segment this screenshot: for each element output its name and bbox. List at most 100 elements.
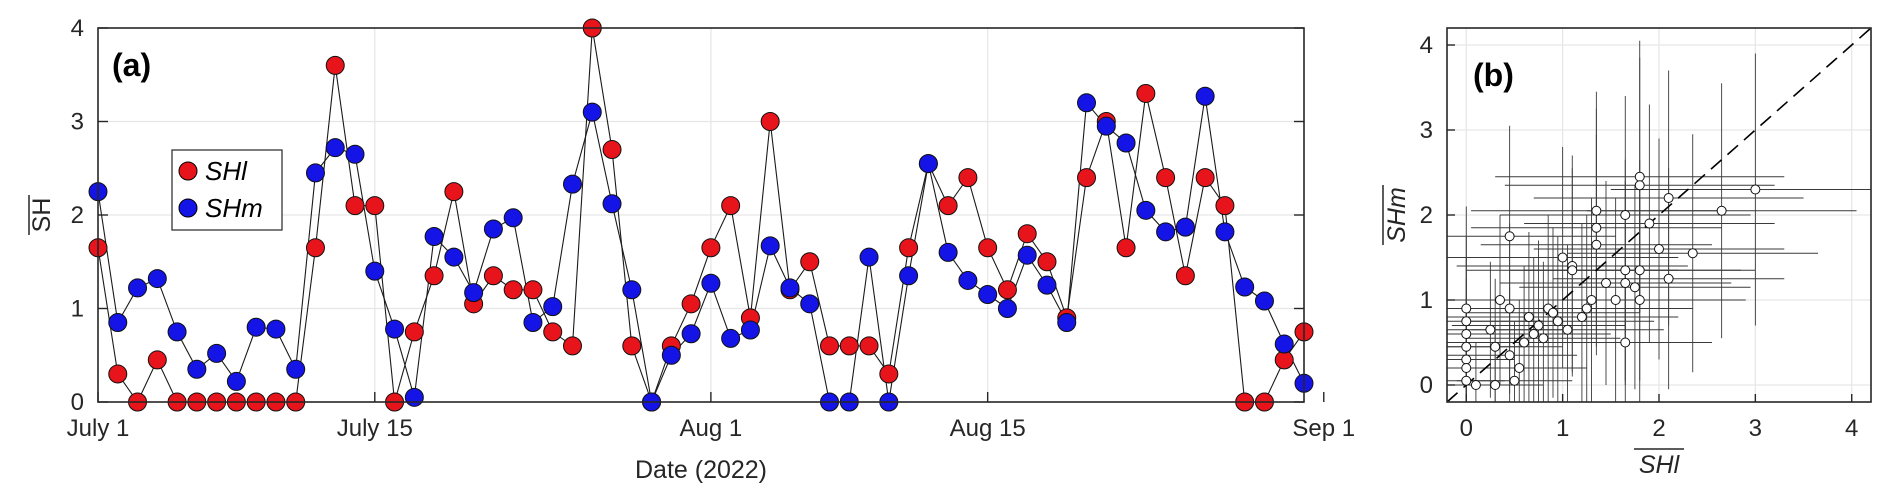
marker-shm bbox=[1195, 86, 1215, 106]
marker-shm bbox=[1175, 217, 1195, 237]
legend-label-shl: SHl bbox=[205, 156, 248, 186]
marker-shm bbox=[226, 371, 246, 391]
panel-a-xtick-label: July 15 bbox=[337, 415, 413, 442]
marker-shm bbox=[997, 299, 1017, 318]
marker-shm bbox=[1235, 277, 1255, 297]
panel-b-ytick-label: 0 bbox=[1420, 372, 1433, 399]
panel-a-legend: SHl SHm bbox=[171, 149, 283, 231]
panel-b-point bbox=[1620, 278, 1631, 288]
marker-shl bbox=[701, 238, 721, 258]
marker-shm bbox=[701, 273, 721, 293]
panel-b-point bbox=[1610, 295, 1621, 305]
marker-shl bbox=[879, 364, 899, 384]
panel-a-xtick-label: July 1 bbox=[67, 415, 130, 442]
panel-b-point bbox=[1523, 312, 1534, 322]
marker-shm bbox=[167, 322, 187, 342]
marker-shm bbox=[266, 319, 286, 339]
panel-b-point bbox=[1591, 205, 1602, 216]
marker-shl bbox=[800, 252, 820, 272]
panel-b-point bbox=[1490, 341, 1501, 352]
marker-shm bbox=[1254, 291, 1274, 311]
panel-a-ticks: 0 1 2 3 4 July 1 July 15 Aug 1 Aug 15 Sep 1 bbox=[67, 15, 1355, 442]
marker-shm bbox=[760, 236, 780, 256]
panel-a-ytick-label: 3 bbox=[71, 109, 84, 136]
marker-shm bbox=[1017, 245, 1037, 265]
panel-b-ylabel-group: SHm bbox=[1382, 185, 1411, 245]
marker-shm bbox=[1274, 334, 1294, 354]
panel-b-point bbox=[1620, 265, 1631, 276]
marker-shl bbox=[424, 266, 444, 286]
panel-b-point bbox=[1687, 248, 1698, 259]
marker-shl bbox=[1175, 266, 1195, 286]
marker-shm bbox=[246, 317, 266, 337]
panel-a-xlabel: Date (2022) bbox=[635, 456, 767, 484]
marker-shm bbox=[958, 270, 978, 290]
marker-shm bbox=[938, 242, 958, 262]
panel-a-label: (a) bbox=[112, 47, 151, 83]
panel-a-markers bbox=[88, 18, 1314, 412]
panel-b-point bbox=[1470, 380, 1481, 390]
panel-b-point bbox=[1490, 380, 1501, 390]
marker-shl bbox=[365, 196, 385, 216]
marker-shm bbox=[780, 278, 800, 298]
panel-b-ytick-label: 4 bbox=[1420, 32, 1433, 59]
panel-b-point bbox=[1591, 222, 1602, 233]
panel-b-point bbox=[1519, 337, 1530, 348]
marker-shm bbox=[978, 284, 998, 304]
panel-b-point bbox=[1629, 282, 1640, 293]
marker-shl bbox=[1017, 224, 1037, 244]
marker-shl bbox=[997, 280, 1017, 300]
marker-shm bbox=[740, 320, 760, 340]
panel-b-point bbox=[1495, 295, 1505, 305]
marker-shm bbox=[622, 280, 642, 300]
panel-a-ytick-label: 1 bbox=[71, 296, 84, 323]
marker-shl bbox=[523, 280, 543, 300]
marker-shl bbox=[345, 196, 365, 216]
marker-shm bbox=[523, 313, 543, 333]
marker-shl bbox=[1215, 196, 1235, 216]
marker-shl bbox=[820, 336, 840, 356]
panel-b-point bbox=[1461, 363, 1472, 373]
panel-b-xlabel: SHl bbox=[1639, 451, 1681, 479]
marker-shm bbox=[108, 313, 128, 333]
panel-b-point bbox=[1533, 320, 1544, 331]
panel-b-ytick-label: 1 bbox=[1420, 287, 1433, 314]
marker-shm bbox=[444, 247, 464, 267]
panel-b-xtick-label: 3 bbox=[1749, 415, 1762, 442]
panel-b-point bbox=[1557, 252, 1568, 263]
marker-shm bbox=[1096, 116, 1116, 136]
marker-shm bbox=[1037, 275, 1057, 295]
marker-shm bbox=[681, 324, 701, 344]
panel-a-ylabel: SH bbox=[28, 198, 56, 233]
legend-marker-shm bbox=[178, 198, 198, 218]
marker-shl bbox=[859, 336, 879, 356]
marker-shl bbox=[1195, 168, 1215, 188]
panel-b-ylabel: SHm bbox=[1383, 187, 1411, 243]
panel-b-point bbox=[1461, 354, 1472, 365]
marker-shl bbox=[721, 196, 741, 216]
marker-shm bbox=[464, 283, 484, 303]
panel-b-point bbox=[1663, 273, 1674, 284]
panel-b-point bbox=[1538, 333, 1549, 344]
panel-b-point bbox=[1514, 363, 1525, 373]
panel-b-xtick-label: 2 bbox=[1652, 415, 1665, 442]
panel-b-point bbox=[1620, 337, 1631, 348]
legend-marker-shl bbox=[178, 161, 198, 181]
marker-shl bbox=[1136, 83, 1156, 103]
marker-shl bbox=[622, 336, 642, 356]
panel-b-point bbox=[1654, 244, 1664, 254]
marker-shm bbox=[800, 294, 820, 314]
marker-shm bbox=[562, 174, 582, 194]
marker-shl bbox=[147, 350, 167, 370]
marker-shm bbox=[404, 387, 424, 407]
panel-b-point bbox=[1750, 184, 1761, 195]
panel-a-ytick-label: 4 bbox=[71, 15, 84, 42]
marker-shl bbox=[1077, 168, 1097, 188]
marker-shl bbox=[444, 182, 464, 202]
marker-shm bbox=[1077, 93, 1097, 113]
panel-b-point bbox=[1548, 307, 1558, 318]
marker-shm bbox=[365, 261, 385, 281]
panel-a-xtick-label: Sep 1 bbox=[1292, 415, 1355, 442]
marker-shl bbox=[305, 238, 325, 258]
